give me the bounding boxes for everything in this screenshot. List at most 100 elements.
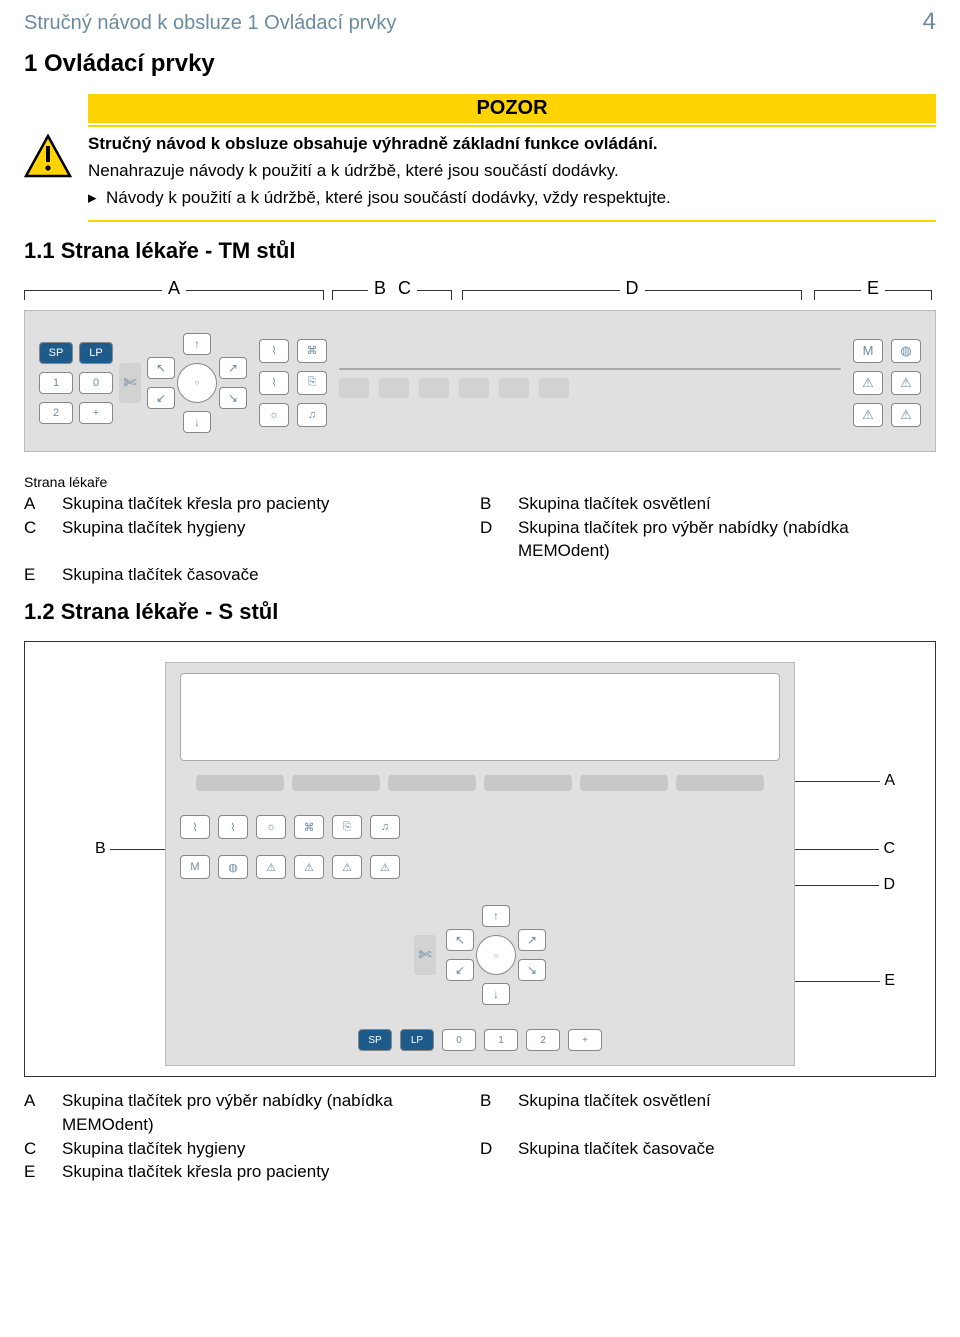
s-softkeys-A (180, 771, 780, 795)
legend-desc: Skupina tlačítek křesla pro pacienty (62, 492, 480, 516)
legend-letter: C (24, 516, 44, 564)
dpad-ul[interactable]: ↖ (147, 357, 175, 379)
legend-desc: Skupina tlačítek osvětlení (518, 1089, 936, 1137)
display-screen (339, 368, 841, 370)
e-key-t4[interactable]: ⚠ (891, 403, 921, 427)
warning-line2: Nenahrazuje návody k použití a k údržbě,… (88, 160, 936, 183)
s-c-0[interactable]: ⌘ (294, 815, 324, 839)
s-bottom-row: SP LP 0 1 2 + (180, 1029, 780, 1051)
s-d-t4[interactable]: ⚠ (370, 855, 400, 879)
s-b-0[interactable]: ⌇ (180, 815, 210, 839)
s-d-M[interactable]: M (180, 855, 210, 879)
d-soft-2[interactable] (379, 378, 409, 398)
key-2[interactable]: 2 (39, 402, 73, 424)
subsection-1-1: 1.1 Strana lékaře - TM stůl (0, 230, 960, 272)
s-soft-6[interactable] (676, 775, 764, 791)
key-0[interactable]: 0 (79, 372, 113, 394)
dpad-up[interactable]: ↑ (183, 333, 211, 355)
header-left: Stručný návod k obsluze 1 Ovládací prvky (24, 12, 396, 35)
warning-bullet: Návody k použití a k údržbě, které jsou … (88, 187, 936, 210)
d-soft-4[interactable] (459, 378, 489, 398)
legend-letter: C (24, 1137, 44, 1161)
bc-key-2-0[interactable]: ☼ (259, 403, 289, 427)
s-d-globe[interactable]: ◍ (218, 855, 248, 879)
dpad-lr[interactable]: ↘ (219, 387, 247, 409)
s-soft-1[interactable] (196, 775, 284, 791)
s-b-2[interactable]: ☼ (256, 815, 286, 839)
dpad: ↑ ↓ ↖ ↗ ↙ ↘ ○ (147, 333, 247, 433)
legend-desc: Skupina tlačítek hygieny (62, 1137, 480, 1161)
s-key-1[interactable]: 1 (484, 1029, 518, 1051)
s-key-0[interactable]: 0 (442, 1029, 476, 1051)
s-dpad-center[interactable]: ○ (476, 935, 516, 975)
legend-letter: E (24, 563, 44, 587)
s-dpad-ur[interactable]: ↗ (518, 929, 546, 951)
s-soft-2[interactable] (292, 775, 380, 791)
s-d-t2[interactable]: ⚠ (294, 855, 324, 879)
s-b-1[interactable]: ⌇ (218, 815, 248, 839)
key-SP[interactable]: SP (39, 342, 73, 364)
s-key-LP[interactable]: LP (400, 1029, 434, 1051)
legend-desc: Skupina tlačítek časovače (62, 563, 480, 587)
s-group-E: ✄ ↑ ↓ ↖ ↗ ↙ ↘ ○ (180, 905, 780, 1005)
s-row-BC: ⌇ ⌇ ☼ ⌘ ⎘ ♫ (180, 815, 780, 839)
page-number: 4 (923, 8, 936, 36)
d-soft-6[interactable] (539, 378, 569, 398)
bc-key-2-1[interactable]: ♫ (297, 403, 327, 427)
s-c-1[interactable]: ⎘ (332, 815, 362, 839)
s-d-t1[interactable]: ⚠ (256, 855, 286, 879)
s-soft-4[interactable] (484, 775, 572, 791)
e-key-globe[interactable]: ◍ (891, 339, 921, 363)
key-LP[interactable]: LP (79, 342, 113, 364)
e-key-t2[interactable]: ⚠ (891, 371, 921, 395)
legend-desc: Skupina tlačítek pro výběr nabíd­ky (nab… (518, 516, 936, 564)
s-key-2[interactable]: 2 (526, 1029, 560, 1051)
legend-letter (480, 1160, 500, 1184)
legend-letter: D (480, 1137, 500, 1161)
section-title: 1 Ovládací prvky (0, 40, 960, 94)
tm-label-B: B (368, 278, 392, 299)
bc-key-1-1[interactable]: ⎘ (297, 371, 327, 395)
legend-letter: B (480, 492, 500, 516)
dpad-center[interactable]: ○ (177, 363, 217, 403)
s-soft-3[interactable] (388, 775, 476, 791)
legend-letter: A (24, 1089, 44, 1137)
dpad-down[interactable]: ↓ (183, 411, 211, 433)
legend-letter: D (480, 516, 500, 564)
dpad-ur[interactable]: ↗ (219, 357, 247, 379)
s-dpad-down[interactable]: ↓ (482, 983, 510, 1005)
dpad-ll[interactable]: ↙ (147, 387, 175, 409)
legend-desc: Skupina tlačítek hygieny (62, 516, 480, 564)
s-d-t3[interactable]: ⚠ (332, 855, 362, 879)
legend-desc: Skupina tlačítek pro výběr nabídky (nabí… (62, 1089, 480, 1137)
s-key-SP[interactable]: SP (358, 1029, 392, 1051)
key-1[interactable]: 1 (39, 372, 73, 394)
s-dpad-up[interactable]: ↑ (482, 905, 510, 927)
s-panel: ⌇ ⌇ ☼ ⌘ ⎘ ♫ M ◍ ⚠ ⚠ ⚠ ⚠ ✄ ↑ ↓ ↖ ↗ ↙ ↘ ○ (165, 662, 795, 1066)
bc-key-0-1[interactable]: ⌘ (297, 339, 327, 363)
e-key-t3[interactable]: ⚠ (853, 403, 883, 427)
s-dpad-lr[interactable]: ↘ (518, 959, 546, 981)
e-key-M[interactable]: M (853, 339, 883, 363)
s-soft-5[interactable] (580, 775, 668, 791)
warning-triangle-icon (24, 134, 72, 183)
s-dpad-ul[interactable]: ↖ (446, 929, 474, 951)
s-label-C: C (789, 840, 895, 858)
s-dpad-ll[interactable]: ↙ (446, 959, 474, 981)
legend-letter: B (480, 1089, 500, 1137)
e-key-t1[interactable]: ⚠ (853, 371, 883, 395)
d-soft-3[interactable] (419, 378, 449, 398)
s-key-plus[interactable]: + (568, 1029, 602, 1051)
d-soft-5[interactable] (499, 378, 529, 398)
tm-label-D: D (620, 278, 645, 299)
page-header: Stručný návod k obsluze 1 Ovládací prvky… (0, 0, 960, 40)
d-soft-1[interactable] (339, 378, 369, 398)
legend-desc (518, 563, 936, 587)
s-row-D: M ◍ ⚠ ⚠ ⚠ ⚠ (180, 855, 780, 879)
key-plus[interactable]: + (79, 402, 113, 424)
bc-key-0-0[interactable]: ⌇ (259, 339, 289, 363)
legend-desc: Skupina tlačítek časovače (518, 1137, 936, 1161)
bc-key-1-0[interactable]: ⌇ (259, 371, 289, 395)
s-c-2[interactable]: ♫ (370, 815, 400, 839)
legend-desc: Skupina tlačítek osvětlení (518, 492, 936, 516)
